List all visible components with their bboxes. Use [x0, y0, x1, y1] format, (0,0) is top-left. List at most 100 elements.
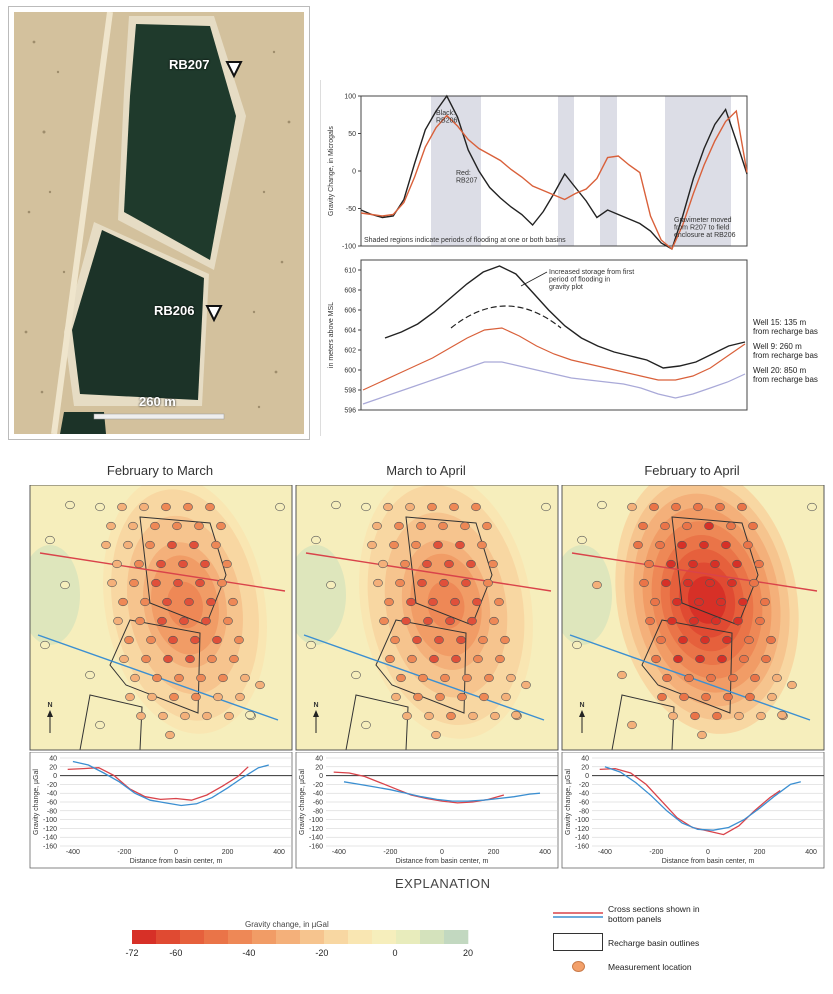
well-series-line-1	[362, 327, 746, 391]
measurement-point	[456, 635, 466, 645]
measurement-point	[431, 730, 441, 740]
gravity-map-0: N	[29, 485, 293, 751]
annotation-black: Black:	[436, 110, 455, 117]
time-series-panel: 100 50 0 -50 -100 Gravity Change, in Microgal…	[320, 80, 831, 436]
annotation-arrow-icon	[520, 271, 548, 287]
north-arrow-head-icon	[313, 710, 319, 717]
measurement-point	[378, 559, 388, 569]
measurement-point	[406, 597, 416, 607]
map-title-1: March to April	[386, 463, 466, 478]
profile-ytick-label: 0	[585, 773, 589, 780]
measurement-point	[671, 502, 681, 512]
colorbar-swatch	[132, 930, 157, 944]
measurement-point	[633, 540, 643, 550]
map-frame	[295, 485, 559, 751]
measurement-point	[726, 521, 736, 531]
measurement-point	[113, 616, 123, 626]
profile-xlabel: Distance from basin center, m	[130, 858, 223, 865]
measurement-point	[422, 559, 432, 569]
measurement-point	[161, 502, 171, 512]
measurement-point	[184, 597, 194, 607]
measurement-point	[592, 580, 602, 590]
colorbar-swatch	[348, 930, 373, 944]
measurement-point	[638, 521, 648, 531]
measurement-point	[434, 635, 444, 645]
measurement-point	[367, 540, 377, 550]
measurement-point	[136, 711, 146, 721]
measurement-point	[617, 670, 627, 680]
profile-frame	[29, 752, 293, 869]
well-series-line-2	[362, 361, 746, 405]
measurement-point	[139, 502, 149, 512]
profile-xtick-label: 0	[174, 849, 178, 856]
map-frame	[29, 485, 293, 751]
measurement-point	[488, 559, 498, 569]
measurement-point	[117, 502, 127, 512]
measurement-point	[372, 521, 382, 531]
legend-basin-outline-label: Recharge basin outlines	[608, 938, 700, 948]
profile-series-line-1	[72, 760, 269, 807]
annotation-black: RB206	[436, 118, 458, 125]
measurement-point	[205, 502, 215, 512]
measurement-point	[761, 654, 771, 664]
measurement-point	[749, 578, 759, 588]
north-label: N	[47, 702, 52, 709]
measurement-point	[165, 730, 175, 740]
annotation-shaded: Shaded regions indicate periods of flood…	[364, 237, 566, 244]
profile-series-line-1	[604, 766, 801, 831]
well-15-label: Well 15: 135 m from recharge bas	[753, 318, 818, 336]
measurement-point	[163, 654, 173, 664]
measurement-point	[202, 711, 212, 721]
measurement-point	[738, 597, 748, 607]
measurement-point	[129, 578, 139, 588]
annotation-gravimeter-moved: enclosure at RB206	[674, 232, 736, 239]
well-ytick-label: 606	[344, 308, 356, 315]
measurement-point	[706, 673, 716, 683]
measurement-point	[185, 654, 195, 664]
measurement-point	[200, 559, 210, 569]
profile-xtick-label: -200	[117, 849, 131, 856]
profile-frame	[295, 752, 559, 869]
measurement-point	[733, 616, 743, 626]
measurement-point	[206, 597, 216, 607]
measurement-point	[169, 692, 179, 702]
scale-label: 260 m	[139, 394, 176, 409]
flooding-period-3	[665, 96, 731, 246]
measurement-point	[754, 559, 764, 569]
measurement-point	[689, 616, 699, 626]
measurement-point	[445, 616, 455, 626]
measurement-point	[577, 535, 587, 545]
basin-outline	[611, 694, 675, 750]
measurement-point	[106, 521, 116, 531]
measurement-point	[722, 635, 732, 645]
measurement-point	[151, 578, 161, 588]
measurement-point	[213, 692, 223, 702]
measurement-point	[737, 502, 747, 512]
profile-ytick-label: -160	[575, 844, 589, 851]
measurement-point	[656, 635, 666, 645]
measurement-point	[711, 616, 721, 626]
measurement-point	[101, 540, 111, 550]
measurement-point	[95, 502, 105, 512]
profile-ytick-label: -20	[579, 782, 589, 789]
profile-xtick-label: 200	[754, 849, 766, 856]
measurement-point	[433, 540, 443, 550]
profile-ytick-label: -80	[47, 808, 57, 815]
measurement-point	[682, 521, 692, 531]
measurement-point	[373, 578, 383, 588]
measurement-point	[500, 635, 510, 645]
measurement-point	[60, 580, 70, 590]
measurement-point	[146, 635, 156, 645]
measurement-point	[412, 635, 422, 645]
colorbar-swatch	[252, 930, 277, 944]
basin-outline	[641, 619, 733, 714]
measurement-point	[439, 578, 449, 588]
measurement-point	[217, 578, 227, 588]
profile-ytick-label: 0	[319, 773, 323, 780]
measurement-point	[700, 635, 710, 645]
measurement-point	[489, 616, 499, 626]
measurement-point	[428, 597, 438, 607]
profile-ytick-label: -40	[579, 791, 589, 798]
measurement-point	[418, 673, 428, 683]
map-frame	[561, 485, 825, 751]
